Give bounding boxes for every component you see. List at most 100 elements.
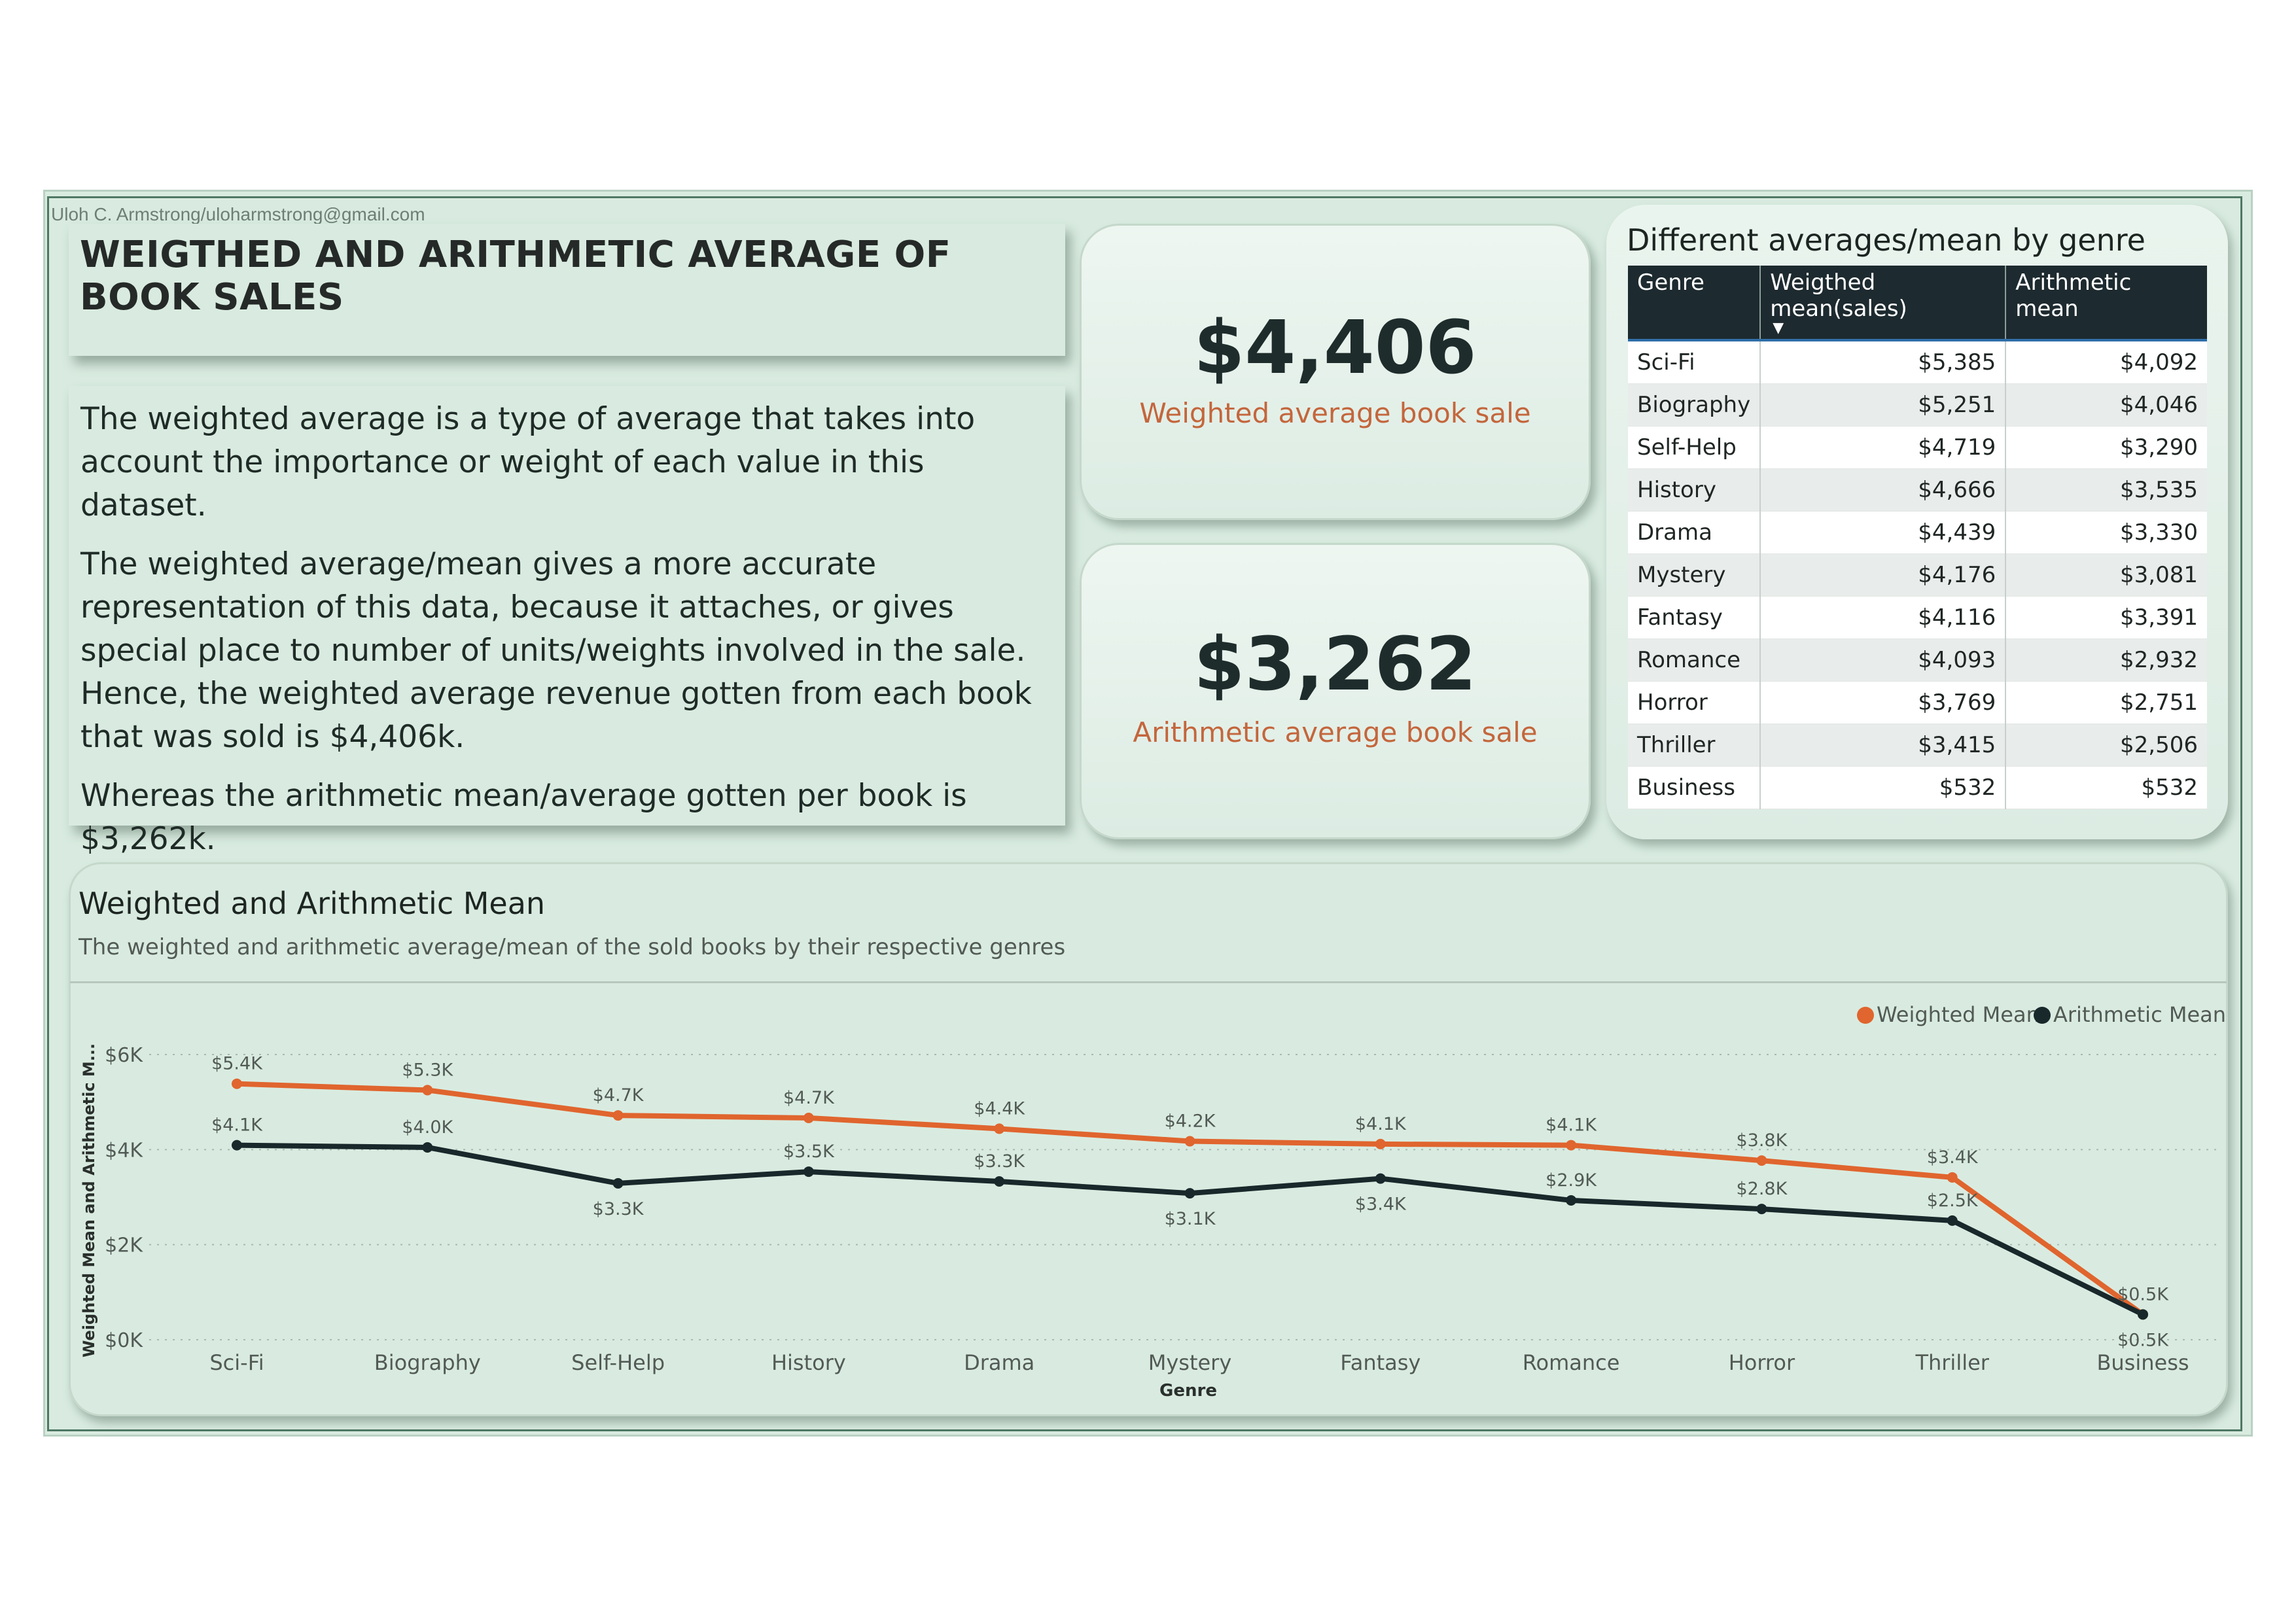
weighted-mean-point [1756, 1155, 1767, 1166]
legend-item-weighted[interactable]: Weighted Mean [1857, 1002, 2040, 1027]
data-label-weighted: $3.8K [1736, 1130, 1788, 1151]
arithmetic-mean-point [2138, 1309, 2148, 1320]
table-row[interactable]: Fantasy $4,116 $3,391 [1628, 596, 2207, 639]
x-tick-label: Thriller [1915, 1350, 1989, 1375]
cell-weighted-mean: $4,719 [1760, 426, 2007, 469]
arithmetic-mean-point [1375, 1173, 1386, 1184]
cell-weighted-mean: $3,415 [1760, 724, 2007, 767]
x-tick-label: Drama [964, 1350, 1034, 1375]
kpi-weighted-value: $4,406 [1193, 305, 1477, 391]
arithmetic-mean-point [1566, 1195, 1577, 1206]
data-label-arithmetic: $3.5K [783, 1142, 835, 1162]
cell-weighted-mean: $4,176 [1760, 553, 2007, 597]
data-label-arithmetic: $2.8K [1736, 1179, 1788, 1199]
cell-weighted-mean: $4,093 [1760, 638, 2007, 682]
cell-weighted-mean: $4,439 [1760, 511, 2007, 554]
author-credit: Uloh C. Armstrong/uloharmstrong@gmail.co… [51, 204, 425, 224]
cell-genre: Horror [1628, 681, 1761, 724]
data-label-arithmetic: $4.1K [211, 1115, 263, 1136]
data-label-weighted: $5.4K [211, 1054, 263, 1074]
cell-genre: Thriller [1628, 724, 1761, 767]
cell-weighted-mean: $532 [1760, 766, 2007, 809]
cell-genre: Drama [1628, 511, 1761, 554]
data-label-weighted: $4.2K [1165, 1111, 1216, 1132]
data-label-weighted: $4.1K [1545, 1115, 1597, 1136]
page-title: WEIGTHED AND ARITHMETIC AVERAGE OF BOOK … [80, 234, 951, 319]
data-label-weighted: $0.5K [2117, 1284, 2169, 1304]
weighted-mean-point [803, 1112, 814, 1123]
cell-weighted-mean: $4,666 [1760, 468, 2007, 512]
genre-averages-table[interactable]: Genre Weigthed mean(sales) ▼ Arithmetic m… [1628, 266, 2207, 809]
data-label-arithmetic: $3.4K [1355, 1195, 1407, 1215]
kpi-card-arithmetic[interactable]: $3,262 Arithmetic average book sale [1080, 543, 1591, 839]
x-tick-label: Fantasy [1340, 1350, 1421, 1375]
cell-arithmetic-mean: $4,092 [2005, 340, 2207, 384]
weighted-mean-point [1184, 1136, 1195, 1147]
y-tick-label: $6K [105, 1044, 143, 1067]
x-tick-label: Romance [1523, 1350, 1620, 1375]
table-row[interactable]: Biography $5,251 $4,046 [1628, 383, 2207, 427]
cell-genre: Mystery [1628, 553, 1761, 597]
arithmetic-mean-point [612, 1178, 624, 1189]
sort-descending-icon[interactable]: ▼ [1773, 320, 1784, 336]
table-row[interactable]: Thriller $3,415 $2,506 [1628, 724, 2207, 767]
table-row[interactable]: History $4,666 $3,535 [1628, 468, 2207, 512]
x-tick-label: Self-Help [571, 1350, 665, 1375]
table-row[interactable]: Drama $4,439 $3,330 [1628, 511, 2207, 554]
cell-genre: Biography [1628, 383, 1761, 427]
header-genre[interactable]: Genre [1628, 266, 1761, 341]
table-row[interactable]: Romance $4,093 $2,932 [1628, 638, 2207, 682]
data-label-weighted: $5.3K [402, 1060, 453, 1080]
table-row[interactable]: Self-Help $4,719 $3,290 [1628, 426, 2207, 469]
data-label-arithmetic: $3.3K [593, 1199, 645, 1219]
weighted-mean-point [612, 1110, 624, 1121]
cell-genre: Fantasy [1628, 596, 1761, 639]
cell-arithmetic-mean: $3,081 [2005, 553, 2207, 597]
y-tick-label: $0K [105, 1329, 143, 1352]
cell-arithmetic-mean: $3,290 [2005, 426, 2207, 469]
cell-arithmetic-mean: $3,391 [2005, 596, 2207, 639]
arithmetic-mean-point [232, 1140, 242, 1151]
table-row[interactable]: Business $532 $532 [1628, 766, 2207, 809]
description-paragraph-3: Whereas the arithmetic mean/average gott… [80, 778, 967, 857]
cell-arithmetic-mean: $2,506 [2005, 724, 2207, 767]
arithmetic-mean-point [1184, 1188, 1195, 1199]
legend-item-arithmetic[interactable]: Arithmetic Mean [2034, 1002, 2226, 1027]
cell-arithmetic-mean: $532 [2005, 766, 2207, 809]
weighted-mean-point [232, 1078, 242, 1089]
weighted-mean-point [1375, 1138, 1386, 1149]
weighted-mean-point [1566, 1140, 1577, 1151]
cell-arithmetic-mean: $2,751 [2005, 681, 2207, 724]
table-title: Different averages/mean by genre [1627, 222, 2146, 258]
arithmetic-mean-point [803, 1166, 814, 1178]
cell-arithmetic-mean: $4,046 [2005, 383, 2207, 427]
cell-genre: History [1628, 468, 1761, 512]
arithmetic-mean-point [1947, 1215, 1958, 1226]
y-tick-label: $2K [105, 1234, 143, 1257]
data-label-arithmetic: $4.0K [402, 1117, 453, 1138]
data-label-arithmetic: $2.5K [1927, 1191, 1979, 1211]
x-tick-label: History [771, 1350, 846, 1375]
data-label-arithmetic: $2.9K [1545, 1170, 1597, 1191]
legend-dot-weighted [1857, 1007, 1874, 1024]
table-row[interactable]: Horror $3,769 $2,751 [1628, 681, 2207, 724]
kpi-card-weighted[interactable]: $4,406 Weighted average book sale [1080, 224, 1591, 520]
data-label-arithmetic: $3.1K [1165, 1209, 1216, 1229]
cell-arithmetic-mean: $2,932 [2005, 638, 2207, 682]
header-weighted-mean[interactable]: Weigthed mean(sales) ▼ [1760, 266, 2007, 341]
data-label-weighted: $4.7K [783, 1088, 835, 1108]
table-row[interactable]: Mystery $4,176 $3,081 [1628, 553, 2207, 597]
arithmetic-mean-point [994, 1176, 1005, 1187]
data-label-weighted: $4.4K [974, 1098, 1025, 1119]
description-paragraph-1: The weighted average is a type of averag… [80, 401, 976, 523]
cell-genre: Self-Help [1628, 426, 1761, 469]
kpi-arithmetic-value: $3,262 [1193, 622, 1477, 707]
cell-weighted-mean: $5,385 [1760, 340, 2007, 384]
table-row[interactable]: Sci-Fi $5,385 $4,092 [1628, 340, 2207, 384]
y-tick-label: $4K [105, 1139, 143, 1162]
arithmetic-mean-point [422, 1142, 433, 1153]
header-arithmetic-mean[interactable]: Arithmetic mean [2005, 266, 2207, 341]
legend-dot-arithmetic [2034, 1007, 2051, 1024]
cell-weighted-mean: $3,769 [1760, 681, 2007, 724]
cell-genre: Sci-Fi [1628, 340, 1761, 384]
